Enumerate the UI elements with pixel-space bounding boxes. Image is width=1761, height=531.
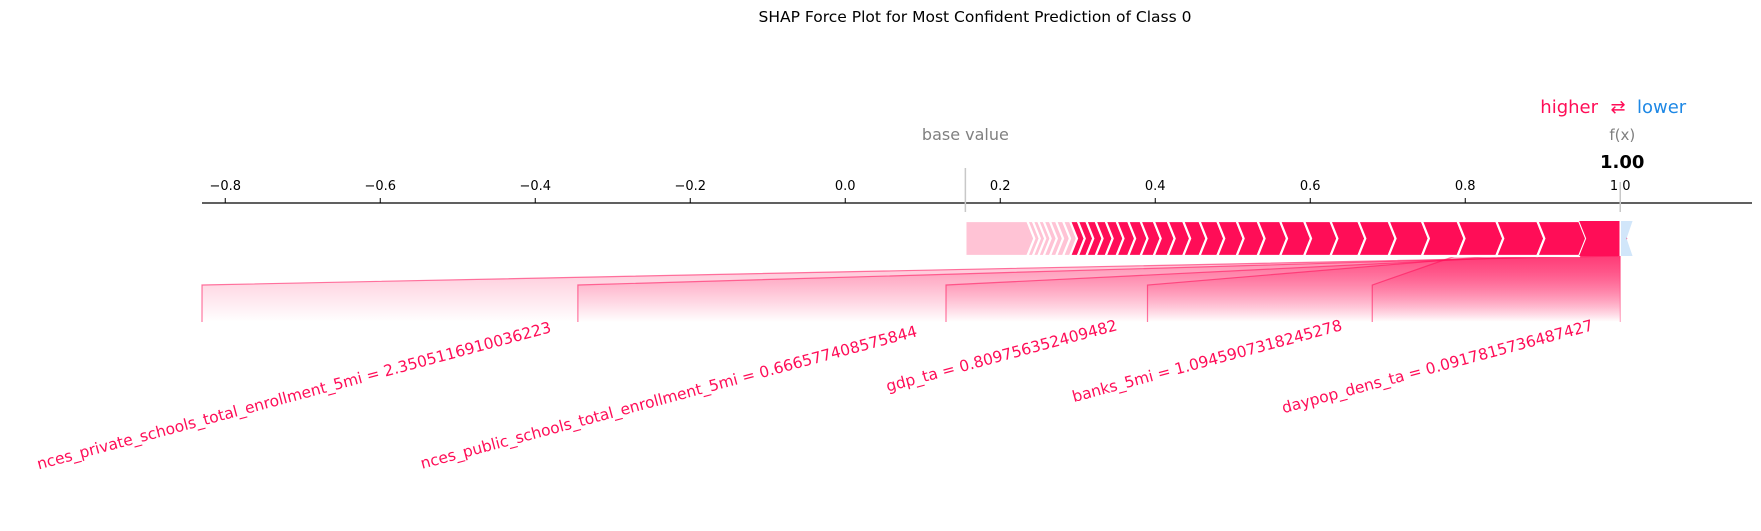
output-label: f(x) bbox=[1609, 126, 1635, 144]
x-tick-label: 0.0 bbox=[835, 179, 856, 194]
output-value: 1.00 bbox=[1600, 152, 1644, 173]
x-axis: −0.8 −0.6 −0.4 −0.2 0.0 0.2 0.4 0.6 0.8 1 0 bbox=[202, 168, 1752, 212]
force-segment bbox=[1455, 219, 1505, 258]
base-value-label: base value bbox=[922, 125, 1009, 144]
force-segment bbox=[964, 219, 1036, 258]
x-tick-label: 0.6 bbox=[1300, 179, 1321, 194]
label-connector bbox=[577, 255, 1578, 322]
label-connector bbox=[945, 255, 1536, 322]
x-tick-label: 0.4 bbox=[1145, 179, 1166, 194]
force-segment bbox=[1579, 221, 1628, 256]
label-fade bbox=[1372, 256, 1621, 322]
chart-title: SHAP Force Plot for Most Confident Predi… bbox=[758, 8, 1191, 26]
x-tick-label: 0.2 bbox=[990, 179, 1011, 194]
x-tick-label: −0.6 bbox=[364, 179, 396, 194]
label-connector bbox=[1146, 255, 1495, 322]
legend-arrows-icon: ⇄ bbox=[1610, 97, 1625, 118]
legend-lower: lower bbox=[1637, 97, 1687, 118]
force-segment bbox=[1420, 219, 1466, 258]
legend: higher ⇄ lower bbox=[1540, 97, 1687, 118]
legend-higher: higher bbox=[1540, 97, 1598, 118]
force-segment bbox=[1494, 219, 1546, 258]
negative-segment bbox=[1620, 221, 1633, 256]
x-tick-label: −0.2 bbox=[674, 179, 706, 194]
force-segment bbox=[1535, 219, 1588, 258]
force-bar bbox=[964, 219, 1633, 258]
label-connector bbox=[201, 255, 1619, 322]
label-fade-regions bbox=[201, 255, 1621, 322]
x-tick-label: 0.8 bbox=[1455, 179, 1476, 194]
x-tick-label: −0.8 bbox=[209, 179, 241, 194]
label-connector bbox=[1371, 255, 1456, 322]
x-tick-label: −0.4 bbox=[519, 179, 551, 194]
feature-labels: nces_private_schools_total_enrollment_5m… bbox=[35, 316, 1595, 474]
